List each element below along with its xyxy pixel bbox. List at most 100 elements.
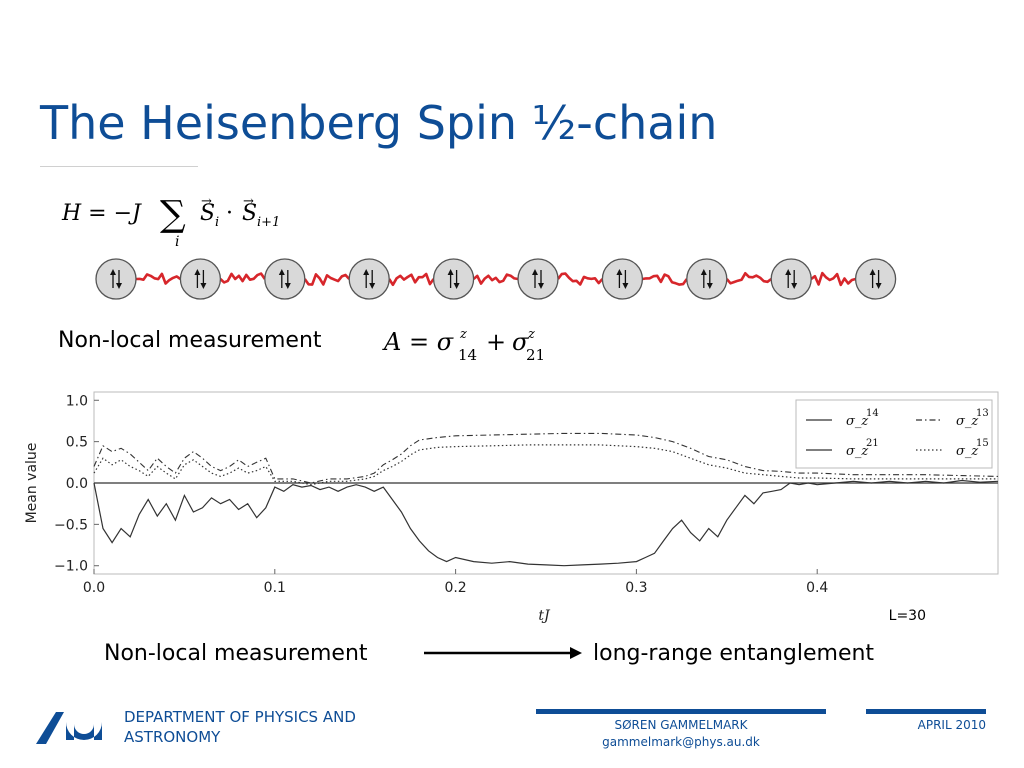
x-axis-label: tJ bbox=[538, 608, 551, 624]
legend-entry: σ_z bbox=[956, 444, 978, 459]
hamiltonian-equation: H = −J ∑ i S → i · S → i+1 bbox=[61, 194, 280, 250]
legend-entry-sup: 13 bbox=[976, 408, 989, 419]
spin-site bbox=[854, 258, 897, 300]
spin-site bbox=[686, 258, 728, 300]
spin-up-arrowhead bbox=[616, 269, 623, 275]
arrow-icon bbox=[424, 647, 582, 659]
spin-down-arrowhead bbox=[875, 283, 882, 289]
x-tick-label: 0.0 bbox=[83, 580, 105, 596]
bottom-entanglement-text: long-range entanglement bbox=[593, 641, 875, 666]
spin-site bbox=[601, 258, 644, 300]
subscript-i-plus-1: i+1 bbox=[257, 215, 280, 230]
vector-arrow-2: → bbox=[243, 194, 254, 209]
spin-site-circle bbox=[179, 258, 222, 300]
y-tick-label: 0.5 bbox=[66, 435, 88, 451]
spring-coupling bbox=[388, 272, 435, 287]
spring-coupling bbox=[556, 272, 604, 286]
spin-site-circle bbox=[348, 258, 390, 300]
spin-down-arrowhead bbox=[538, 283, 544, 289]
spin-up-arrowhead bbox=[110, 269, 116, 275]
series-line bbox=[93, 479, 999, 567]
sigma-sub-21: 21 bbox=[526, 346, 545, 364]
spin-up-arrowhead bbox=[700, 269, 707, 275]
footer-bar-author bbox=[536, 709, 826, 714]
spin-site bbox=[179, 258, 222, 300]
measurement-equation: A = σ z 14 + σ z 21 bbox=[382, 327, 545, 364]
spin-up-arrowhead bbox=[869, 269, 876, 275]
legend-entry: σ_z bbox=[956, 414, 978, 429]
spin-site-circle bbox=[854, 258, 897, 300]
spring-coupling bbox=[642, 273, 688, 286]
hamiltonian-rhs: S bbox=[200, 201, 215, 226]
spin-down-arrowhead bbox=[622, 283, 629, 289]
spin-site-circle bbox=[517, 258, 559, 300]
legend-entry: σ_z bbox=[846, 414, 868, 429]
author-name: SØREN GAMMELMARK bbox=[614, 718, 748, 732]
spring-coupling bbox=[303, 273, 351, 286]
spin-up-arrowhead bbox=[194, 269, 201, 275]
spin-site-circle bbox=[686, 258, 728, 300]
y-tick-label: −1.0 bbox=[54, 559, 88, 575]
y-tick-label: 0.0 bbox=[66, 476, 88, 492]
spin-chain-diagram bbox=[95, 258, 897, 300]
spring-coupling bbox=[219, 272, 266, 284]
spin-down-arrowhead bbox=[706, 283, 713, 289]
vector-arrow: → bbox=[201, 194, 212, 209]
legend-box bbox=[795, 399, 993, 469]
sigma-z-sup-2: z bbox=[527, 327, 535, 342]
legend-entry-sup: 15 bbox=[976, 438, 989, 449]
aarhus-university-logo bbox=[36, 712, 102, 744]
spin-site bbox=[770, 258, 812, 300]
spin-up-arrowhead bbox=[278, 269, 285, 275]
legend-entry-sup: 21 bbox=[866, 438, 879, 449]
sum-index: i bbox=[175, 234, 179, 250]
plus-sign: + bbox=[486, 328, 506, 356]
spin-site-circle bbox=[264, 258, 306, 300]
bottom-nonlocal-text: Non-local measurement bbox=[104, 641, 368, 666]
spring-coupling bbox=[472, 273, 519, 285]
spin-up-arrowhead bbox=[532, 269, 538, 275]
spin-site bbox=[432, 258, 475, 300]
slide-title: The Heisenberg Spin ½-chain bbox=[40, 96, 718, 150]
spin-site bbox=[95, 258, 137, 300]
mean-value-plot: 1.0 0.5 0.0 −0.5 −1.0 0.0 0.1 0.2 0.3 0.4 Mean val… bbox=[24, 391, 999, 624]
spring-coupling bbox=[135, 272, 182, 285]
y-axis-label: Mean value bbox=[24, 443, 40, 524]
sigma-2: σ bbox=[512, 328, 529, 356]
sum-symbol: ∑ bbox=[160, 194, 186, 235]
department-name: DEPARTMENT OF PHYSICS AND ASTRONOMY bbox=[124, 708, 356, 746]
author-email: gammelmark@phys.au.dk bbox=[602, 735, 760, 749]
spin-up-arrowhead bbox=[785, 269, 792, 275]
x-tick-label: 0.3 bbox=[625, 580, 647, 596]
x-tick-label: 0.2 bbox=[444, 580, 466, 596]
spin-up-arrowhead bbox=[447, 269, 454, 275]
spin-site-circle bbox=[770, 258, 812, 300]
hamiltonian-lhs: H = −J bbox=[61, 201, 142, 226]
sigma-z-sup-1: z bbox=[459, 327, 467, 342]
dot-operator: · bbox=[226, 201, 233, 226]
series-line bbox=[93, 444, 998, 486]
x-tick-label: 0.1 bbox=[264, 580, 286, 596]
spin-down-arrowhead bbox=[453, 283, 460, 289]
spin-site bbox=[348, 258, 390, 300]
presentation-date: APRIL 2010 bbox=[917, 718, 986, 732]
series-line bbox=[93, 432, 999, 484]
spring-coupling bbox=[725, 272, 772, 285]
spin-site-circle bbox=[601, 258, 644, 300]
spin-down-arrowhead bbox=[116, 283, 122, 289]
y-tick-label: 1.0 bbox=[66, 393, 88, 409]
spin-down-arrowhead bbox=[200, 283, 207, 289]
spin-site bbox=[264, 258, 306, 300]
spin-up-arrowhead bbox=[363, 269, 370, 275]
spin-down-arrowhead bbox=[284, 283, 291, 289]
nonlocal-measurement-label: Non-local measurement bbox=[58, 328, 322, 353]
footer-bar-date bbox=[866, 709, 986, 714]
legend-entry-sup: 14 bbox=[866, 408, 879, 419]
spin-site-circle bbox=[432, 258, 475, 300]
hamiltonian-rhs-2: S bbox=[242, 201, 257, 226]
spin-down-arrowhead bbox=[791, 283, 798, 289]
sigma-sub-14: 14 bbox=[458, 346, 477, 364]
legend-entry: σ_z bbox=[846, 444, 868, 459]
title-divider bbox=[40, 166, 198, 167]
system-size-annotation: L=30 bbox=[889, 608, 926, 624]
